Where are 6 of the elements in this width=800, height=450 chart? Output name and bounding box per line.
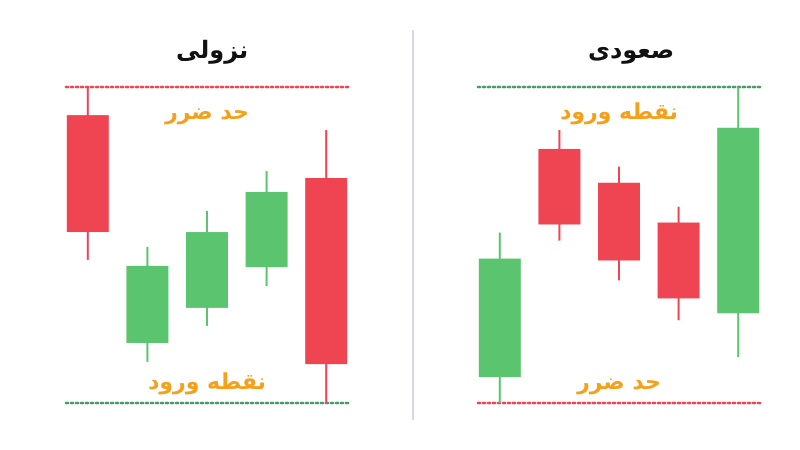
chart-title: نزولی (176, 36, 248, 64)
ref-line-label: حد ضرر (576, 370, 661, 395)
ref-line-label: نقطه ورود (560, 100, 678, 125)
ref-line-label: حد ضرر (164, 100, 249, 125)
ref-line-label: نقطه ورود (148, 370, 266, 395)
chart-title: صعودی (588, 36, 674, 64)
